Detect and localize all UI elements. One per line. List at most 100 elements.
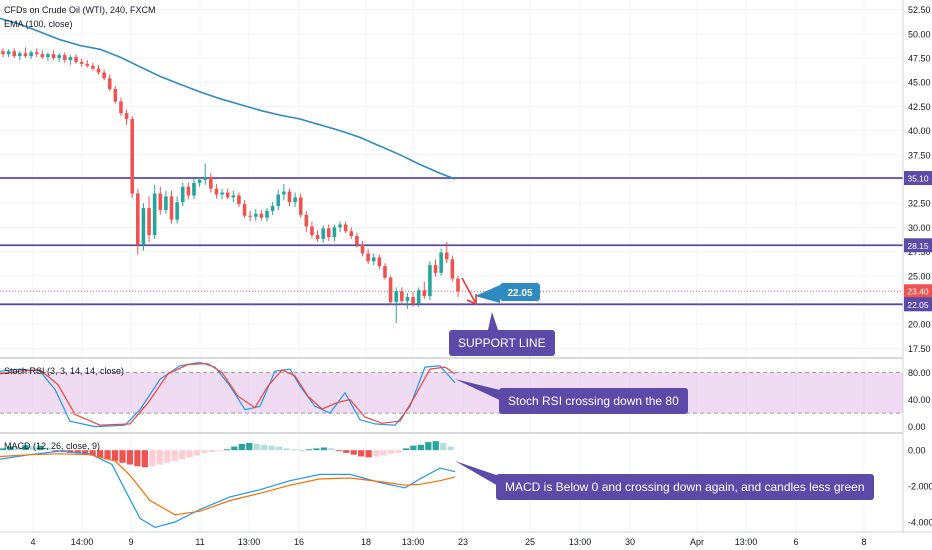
candle bbox=[141, 208, 146, 245]
candle bbox=[158, 193, 163, 210]
macd-pane bbox=[0, 441, 456, 529]
macd-histogram-bar bbox=[164, 450, 171, 463]
candle bbox=[102, 72, 106, 79]
macd-histogram-bar bbox=[0, 448, 7, 451]
macd-histogram-bar bbox=[440, 442, 447, 451]
candle bbox=[450, 259, 455, 279]
macd-histogram-bar bbox=[447, 446, 454, 451]
candle bbox=[422, 290, 427, 297]
macd-histogram-bar bbox=[305, 449, 313, 451]
price-label-text: 28.15 bbox=[907, 241, 929, 251]
stoch-tick-label: 80.00 bbox=[908, 368, 931, 378]
price-tag-box bbox=[500, 283, 540, 301]
candle bbox=[203, 177, 208, 180]
macd-histogram-bar bbox=[283, 448, 290, 451]
macd-histogram-bar bbox=[74, 450, 81, 454]
macd-histogram-bar bbox=[410, 445, 417, 451]
candle bbox=[338, 224, 342, 228]
time-tick-label: 8 bbox=[861, 537, 866, 547]
candle bbox=[124, 113, 129, 120]
candle bbox=[270, 206, 275, 211]
macd-histogram-bar bbox=[417, 444, 424, 451]
candle bbox=[46, 54, 50, 58]
candle bbox=[248, 215, 252, 217]
candles bbox=[1, 47, 460, 324]
candle bbox=[96, 68, 101, 73]
price-tick-label: 17.50 bbox=[908, 344, 931, 354]
candle bbox=[119, 101, 123, 114]
price-tag-text: 22.05 bbox=[507, 288, 532, 299]
candle bbox=[405, 297, 410, 301]
time-axis[interactable]: 4 14:00 9 11 13:00 16 18 13:00 23 25 13:00 30 Apr 13:… bbox=[30, 537, 866, 547]
candle bbox=[394, 291, 399, 302]
arrow-red-icon bbox=[461, 277, 476, 303]
macd-histogram-bar bbox=[89, 450, 96, 456]
macd-histogram-bar bbox=[29, 446, 37, 451]
price-tick-label: 47.50 bbox=[908, 54, 931, 64]
macd-histogram-bar bbox=[171, 450, 178, 461]
candle bbox=[456, 278, 460, 292]
macd-signal-line bbox=[0, 453, 456, 516]
time-tick-label: 23 bbox=[458, 537, 468, 547]
candle bbox=[1, 51, 5, 55]
macd-histogram-bar bbox=[111, 450, 119, 461]
time-tick-label: 9 bbox=[128, 537, 133, 547]
candle bbox=[343, 224, 348, 232]
macd-histogram-bar bbox=[119, 450, 126, 463]
candle bbox=[304, 214, 309, 227]
macd-histogram-bar bbox=[365, 450, 372, 458]
macd-histogram-bar bbox=[350, 450, 357, 455]
macd-histogram-bar bbox=[134, 450, 141, 467]
macd-histogram-bar bbox=[22, 445, 29, 451]
candle bbox=[6, 51, 11, 55]
price-label-box bbox=[904, 297, 932, 312]
price-label-box bbox=[904, 171, 932, 186]
price-tick-label: 20.00 bbox=[908, 320, 931, 330]
candle bbox=[383, 266, 387, 278]
time-tick-label: 13:00 bbox=[735, 537, 758, 547]
candle bbox=[332, 227, 337, 238]
candle bbox=[282, 191, 286, 195]
candle bbox=[136, 193, 140, 245]
price-axis[interactable]: 52.5050.0047.5045.0042.5040.0037.5035.00… bbox=[908, 5, 932, 527]
macd-histogram-bar bbox=[186, 450, 193, 458]
stoch-tick-label: 0.00 bbox=[908, 422, 926, 432]
candle bbox=[416, 290, 421, 304]
candle bbox=[242, 204, 247, 216]
stoch-rsi-pane bbox=[0, 361, 903, 428]
candle bbox=[18, 53, 22, 57]
candle bbox=[186, 186, 191, 196]
candle bbox=[107, 78, 112, 90]
candle bbox=[180, 186, 185, 203]
candle bbox=[147, 208, 151, 236]
macd-histogram-bar bbox=[261, 444, 268, 451]
candle bbox=[265, 210, 269, 218]
candle bbox=[298, 197, 303, 215]
candle bbox=[237, 195, 241, 205]
macd-histogram-bar bbox=[216, 450, 223, 452]
price-tick-label: 45.00 bbox=[908, 78, 931, 88]
macd-histogram-bar bbox=[298, 449, 305, 451]
time-tick-label: 14:00 bbox=[71, 537, 94, 547]
time-tick-label: 25 bbox=[525, 537, 535, 547]
price-tick-label: 32.50 bbox=[908, 199, 931, 209]
stoch-d-line bbox=[0, 363, 456, 426]
macd-histogram-bar bbox=[223, 449, 231, 451]
macd-histogram-bar bbox=[402, 448, 410, 451]
candle bbox=[327, 228, 331, 238]
macd-histogram-bar bbox=[179, 450, 186, 460]
price-label-text: 22.05 bbox=[907, 300, 929, 310]
candle bbox=[34, 52, 39, 55]
candle bbox=[51, 54, 56, 59]
candle bbox=[175, 202, 179, 220]
candle bbox=[164, 196, 168, 210]
price-tick-label: 30.00 bbox=[908, 223, 931, 233]
candle bbox=[192, 182, 196, 196]
macd-histogram-bar bbox=[126, 450, 134, 465]
macd-histogram-bar bbox=[141, 450, 148, 468]
macd-histogram-bar bbox=[96, 450, 104, 458]
time-tick-label: Apr bbox=[690, 537, 704, 547]
macd-legend: MACD (12, 26, close, 9) bbox=[4, 441, 101, 451]
macd-histogram-bar bbox=[14, 446, 22, 451]
